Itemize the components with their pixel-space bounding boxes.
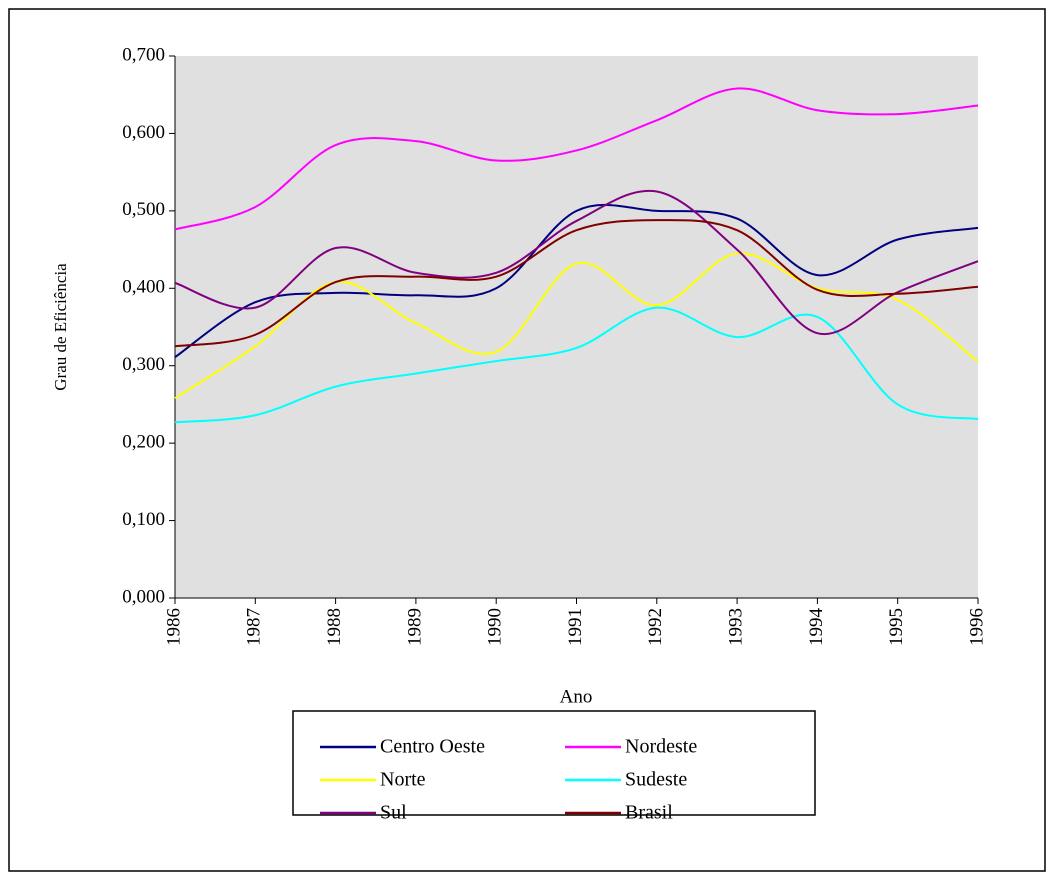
y-tick-label: 0,500 [122,199,165,220]
plot-area [175,56,978,598]
legend-box [292,710,816,816]
x-tick-label: 1993 [725,608,746,646]
y-tick-label: 0,300 [122,354,165,375]
legend-label: Brasil [625,802,673,824]
legend-label: Sul [380,802,407,824]
series-line [174,189,979,336]
x-tick-label: 1987 [244,608,265,646]
x-axis-title: Ano [560,686,593,707]
y-axis-title: Grau de Eficiência [51,263,70,391]
legend-label: Centro Oeste [380,736,485,758]
x-tick-label: 1996 [966,608,987,646]
x-tick-label: 1991 [565,608,586,646]
x-tick-label: 1990 [485,608,506,646]
x-tick-label: 1989 [404,608,425,646]
x-tick-label: 1988 [324,608,345,646]
x-tick-label: 1994 [806,608,827,647]
series-line [174,87,979,231]
series-line [174,219,979,348]
y-tick-label: 0,000 [122,586,165,607]
x-tick-label: 1995 [886,608,907,646]
y-tick-label: 0,400 [122,277,165,298]
legend-label: Norte [380,769,426,791]
y-tick-label: 0,200 [122,432,165,453]
legend-label: Nordeste [625,736,697,758]
legend-label: Sudeste [625,769,687,791]
x-tick-label: 1986 [163,608,184,646]
x-tick-label: 1992 [645,608,666,646]
y-tick-label: 0,100 [122,509,165,530]
y-tick-label: 0,600 [122,122,165,143]
series-line [174,252,979,400]
series-line [174,306,979,424]
y-tick-label: 0,700 [122,44,165,65]
